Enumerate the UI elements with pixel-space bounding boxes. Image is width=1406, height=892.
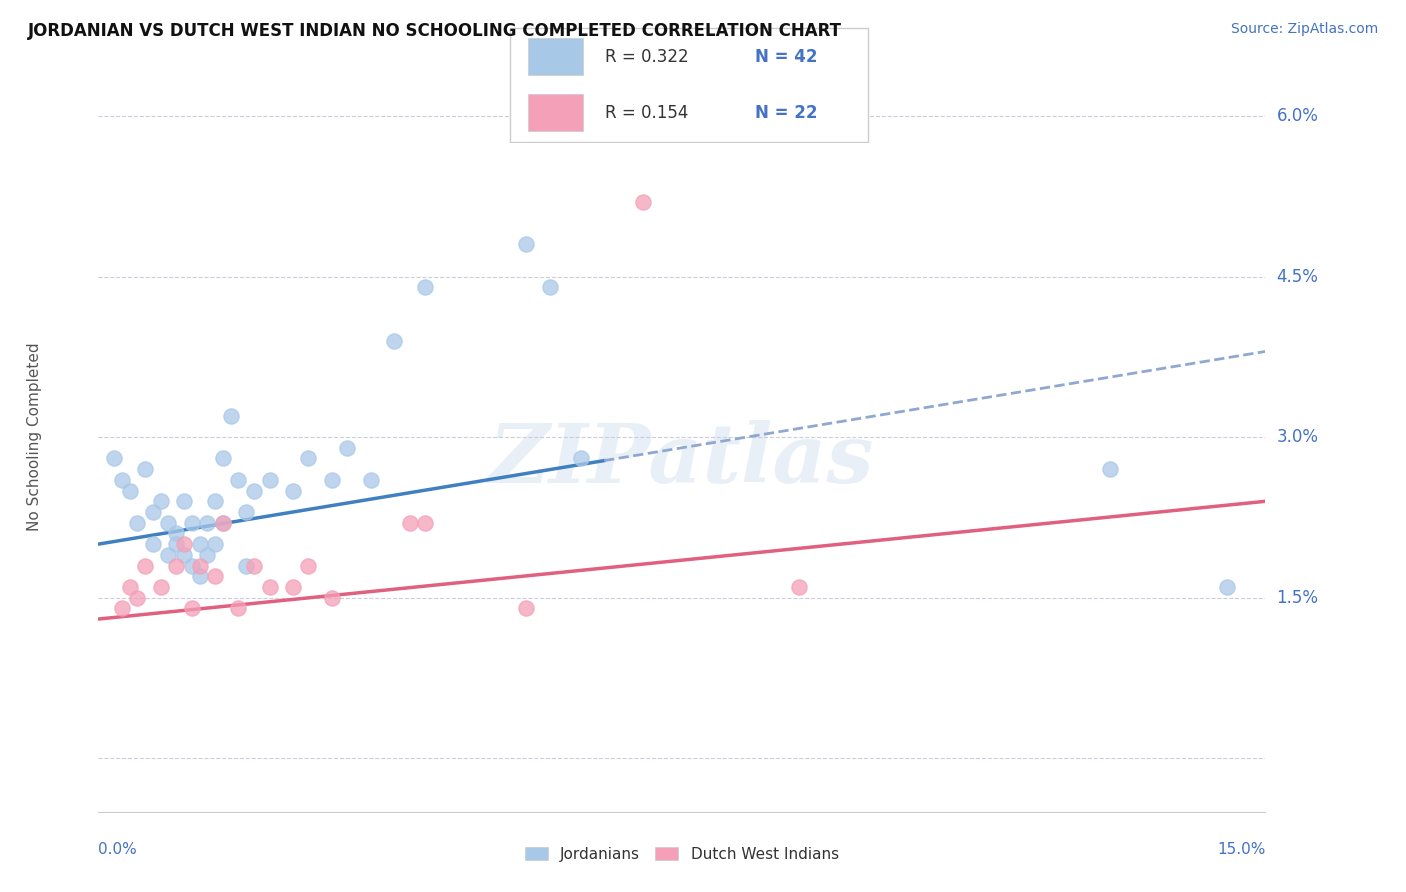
Point — [382, 334, 405, 348]
Point — [228, 473, 250, 487]
Point — [180, 601, 202, 615]
Point — [569, 451, 592, 466]
Point — [195, 516, 218, 530]
Point — [127, 591, 149, 605]
Point — [188, 537, 211, 551]
Text: 1.5%: 1.5% — [1277, 589, 1319, 607]
Point — [142, 505, 165, 519]
Point — [195, 548, 218, 562]
Point — [157, 548, 180, 562]
Point — [204, 569, 226, 583]
FancyBboxPatch shape — [529, 94, 583, 131]
Point — [111, 473, 134, 487]
Point — [134, 462, 156, 476]
Point — [631, 194, 654, 209]
Point — [173, 494, 195, 508]
Point — [398, 516, 420, 530]
Point — [111, 601, 134, 615]
Text: R = 0.154: R = 0.154 — [605, 103, 688, 121]
Point — [360, 473, 382, 487]
Point — [204, 537, 226, 551]
Point — [142, 537, 165, 551]
Text: 3.0%: 3.0% — [1277, 428, 1319, 446]
Point — [173, 537, 195, 551]
Point — [243, 558, 266, 573]
Text: 15.0%: 15.0% — [1218, 842, 1265, 857]
Text: N = 42: N = 42 — [755, 48, 817, 66]
Point — [243, 483, 266, 498]
Point — [134, 558, 156, 573]
FancyBboxPatch shape — [529, 38, 583, 76]
Point — [157, 516, 180, 530]
Point — [212, 451, 235, 466]
Text: 6.0%: 6.0% — [1277, 107, 1319, 125]
Point — [204, 494, 226, 508]
Text: JORDANIAN VS DUTCH WEST INDIAN NO SCHOOLING COMPLETED CORRELATION CHART: JORDANIAN VS DUTCH WEST INDIAN NO SCHOOL… — [28, 22, 842, 40]
Point — [235, 558, 257, 573]
Point — [228, 601, 250, 615]
Point — [515, 237, 537, 252]
Point — [336, 441, 359, 455]
Text: 4.5%: 4.5% — [1277, 268, 1319, 285]
Point — [259, 580, 281, 594]
Text: R = 0.322: R = 0.322 — [605, 48, 689, 66]
Point — [149, 494, 172, 508]
Point — [180, 516, 202, 530]
Point — [538, 280, 561, 294]
Point — [188, 558, 211, 573]
Point — [165, 537, 187, 551]
Point — [212, 516, 235, 530]
Text: Source: ZipAtlas.com: Source: ZipAtlas.com — [1230, 22, 1378, 37]
Text: No Schooling Completed: No Schooling Completed — [27, 343, 42, 532]
Point — [149, 580, 172, 594]
Point — [188, 569, 211, 583]
Legend: Jordanians, Dutch West Indians: Jordanians, Dutch West Indians — [519, 840, 845, 868]
FancyBboxPatch shape — [510, 28, 868, 142]
Point — [1098, 462, 1121, 476]
Point — [321, 473, 343, 487]
Point — [515, 601, 537, 615]
Point — [173, 548, 195, 562]
Point — [235, 505, 257, 519]
Point — [297, 451, 319, 466]
Text: N = 22: N = 22 — [755, 103, 817, 121]
Text: ZIPatlas: ZIPatlas — [489, 419, 875, 500]
Point — [165, 526, 187, 541]
Point — [1215, 580, 1237, 594]
Point — [787, 580, 810, 594]
Point — [259, 473, 281, 487]
Point — [165, 558, 187, 573]
Point — [118, 483, 141, 498]
Point — [180, 558, 202, 573]
Point — [281, 580, 304, 594]
Point — [413, 280, 436, 294]
Point — [118, 580, 141, 594]
Point — [413, 516, 436, 530]
Point — [219, 409, 242, 423]
Point — [281, 483, 304, 498]
Point — [212, 516, 235, 530]
Text: 0.0%: 0.0% — [98, 842, 138, 857]
Point — [127, 516, 149, 530]
Point — [297, 558, 319, 573]
Point — [321, 591, 343, 605]
Point — [103, 451, 125, 466]
